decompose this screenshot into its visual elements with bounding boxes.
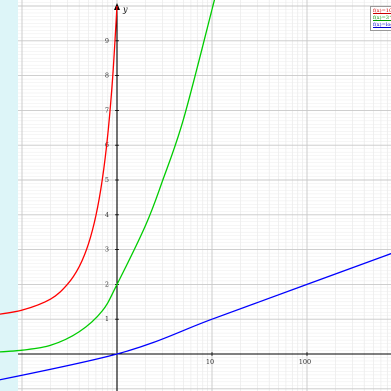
curve-logx [0,252,391,381]
y-tick-label: 3 [105,246,109,254]
x-tick-label: 100 [299,358,311,366]
y-tick-label: 2 [105,280,109,288]
y-tick-label: 4 [105,211,109,219]
curve-3x [0,0,216,353]
legend-item-10x: f(x)=10^x [373,8,391,14]
y-tick-label: 5 [105,176,109,184]
y-tick-label: 9 [105,37,109,45]
y-tick-label: 1 [105,315,109,323]
legend-item-logx: f(x)=log(x) [373,22,391,28]
plot-canvas [18,0,391,391]
curve-10x [0,5,118,315]
y-tick-label: 8 [105,72,109,80]
y-tick-label: 7 [105,106,109,114]
x-tick-label: 10 [206,358,214,366]
legend-item-3x: f(x)=3^x [373,15,391,21]
legend: f(x)=10^x f(x)=3^x f(x)=log(x) [370,6,391,31]
y-axis-letter: y [122,5,128,14]
minor-gridlines [18,0,391,391]
